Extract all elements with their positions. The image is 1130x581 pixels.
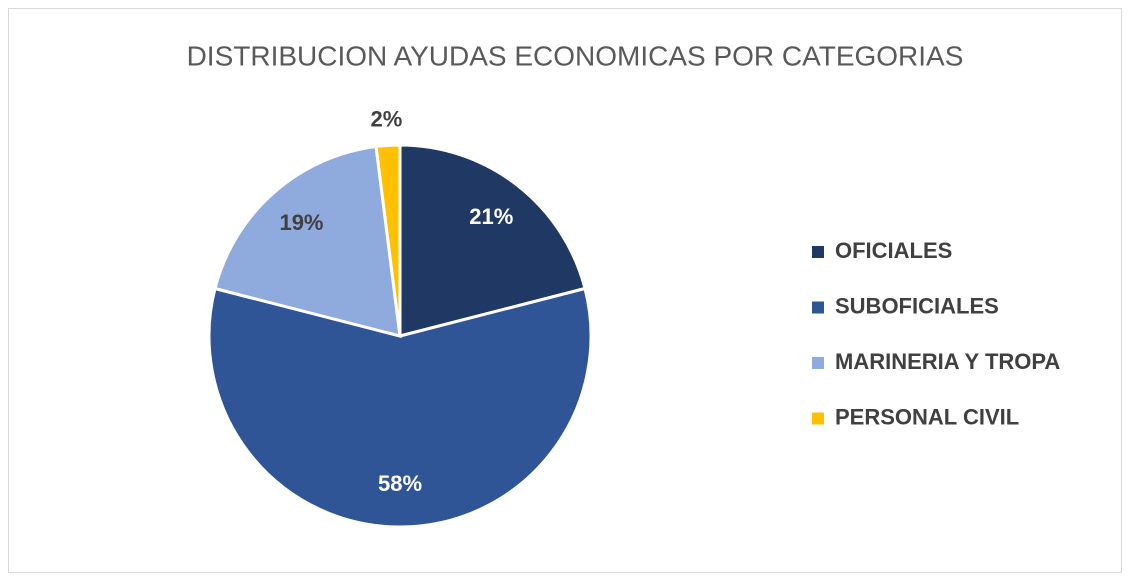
legend-label: OFICIALES (835, 238, 952, 263)
data-label: 21% (469, 204, 513, 229)
legend-label: MARINERIA Y TROPA (835, 349, 1060, 374)
legend-swatch (812, 301, 824, 314)
legend-label: PERSONAL CIVIL (835, 404, 1019, 429)
legend-swatch (812, 412, 824, 425)
legend-swatch (812, 246, 824, 258)
data-label: 2% (371, 106, 403, 131)
chart-title: DISTRIBUCION AYUDAS ECONOMICAS POR CATEG… (187, 40, 964, 71)
data-label: 19% (279, 210, 323, 235)
data-label: 58% (378, 471, 422, 496)
pie-slice (398, 143, 587, 338)
pie-slice (207, 286, 593, 529)
legend-label: SUBOFICIALES (835, 293, 999, 318)
pie-slice (213, 144, 402, 339)
legend-swatch (812, 357, 824, 369)
pie-slice (374, 143, 402, 337)
